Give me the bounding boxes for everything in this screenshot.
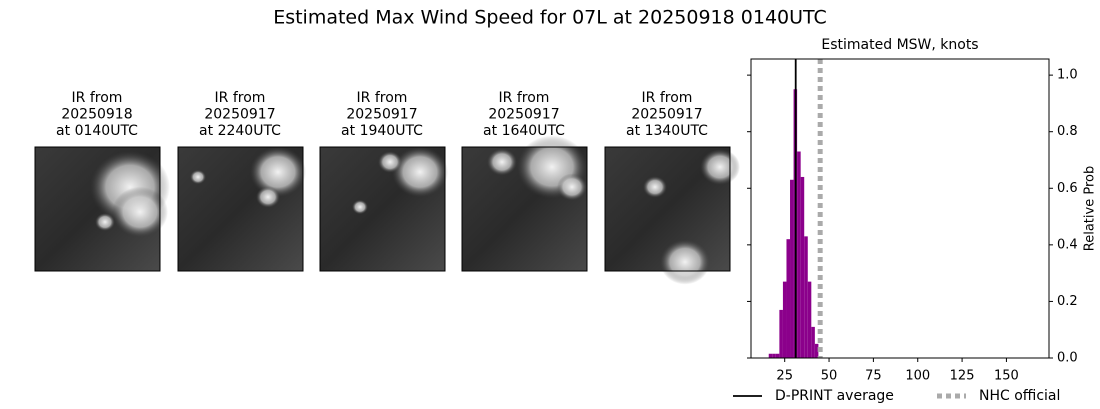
y-tick-label: 1.0	[1057, 68, 1078, 83]
panel-label: at 0140UTC	[56, 123, 138, 139]
panel-label: at 1940UTC	[341, 123, 423, 139]
x-tick-label: 75	[865, 369, 882, 384]
ir-frame	[177, 146, 304, 272]
panel-label: 20250917	[488, 107, 559, 123]
cloud	[643, 176, 667, 198]
ir-frame	[319, 146, 446, 272]
ir-image	[319, 146, 448, 272]
y-axis-label: Relative Prob	[1083, 166, 1098, 251]
cloud	[557, 173, 587, 201]
bar	[814, 343, 819, 358]
x-tick-label: 125	[950, 369, 975, 384]
cloud	[660, 239, 710, 285]
bar	[790, 179, 794, 358]
x-tick-label: 50	[821, 369, 838, 384]
panel-label: 20250917	[346, 107, 417, 123]
bar	[807, 281, 812, 358]
panel-label: IR from	[215, 90, 266, 106]
cloud	[378, 151, 402, 173]
bar	[800, 176, 805, 358]
ir-frame	[461, 146, 588, 272]
legend-label: NHC official	[979, 388, 1060, 404]
bar	[779, 309, 783, 358]
panel-label: 20250917	[204, 107, 275, 123]
cloud	[95, 213, 115, 231]
panel-label: at 1640UTC	[483, 123, 565, 139]
bar	[804, 236, 808, 358]
ir-image	[461, 135, 588, 272]
bar	[775, 353, 780, 358]
x-tick-label: 25	[776, 369, 793, 384]
cloud	[256, 186, 280, 208]
figure-title: Estimated Max Wind Speed for 07L at 2025…	[273, 7, 827, 29]
bar	[797, 151, 801, 358]
bar	[772, 353, 776, 358]
legend-label: D-PRINT average	[775, 388, 894, 404]
plot-frame	[750, 58, 1050, 359]
y-tick-label: 0.6	[1057, 181, 1078, 196]
bar	[782, 281, 787, 358]
ir-frame	[34, 146, 161, 272]
cloud	[392, 146, 448, 198]
bar	[768, 353, 773, 358]
panel-label: IR from	[357, 90, 408, 106]
x-tick-label: 150	[994, 369, 1019, 384]
panel-label: IR from	[642, 90, 693, 106]
ir-image	[34, 146, 170, 272]
panel-label: IR from	[499, 90, 550, 106]
cloud	[112, 186, 168, 238]
cloud	[487, 148, 517, 176]
cloud	[190, 169, 206, 185]
panel-label: 20250917	[631, 107, 702, 123]
ir-image	[177, 146, 306, 272]
panel-label: at 1340UTC	[626, 123, 708, 139]
y-tick-label: 0.4	[1057, 237, 1078, 252]
cloud	[700, 149, 740, 185]
ir-image	[604, 146, 740, 285]
x-tick-label: 100	[905, 369, 930, 384]
y-tick-label: 0.0	[1057, 351, 1078, 366]
panel-label: at 2240UTC	[199, 123, 281, 139]
panel-label: 20250918	[61, 107, 132, 123]
bar	[811, 326, 815, 358]
cloud	[250, 146, 306, 198]
y-tick-label: 0.2	[1057, 294, 1078, 309]
ir-frame	[604, 146, 731, 272]
bar	[786, 239, 791, 358]
chart-title: Estimated MSW, knots	[821, 37, 978, 53]
cloud	[352, 199, 368, 215]
y-tick-label: 0.8	[1057, 124, 1078, 139]
panel-label: IR from	[72, 90, 123, 106]
